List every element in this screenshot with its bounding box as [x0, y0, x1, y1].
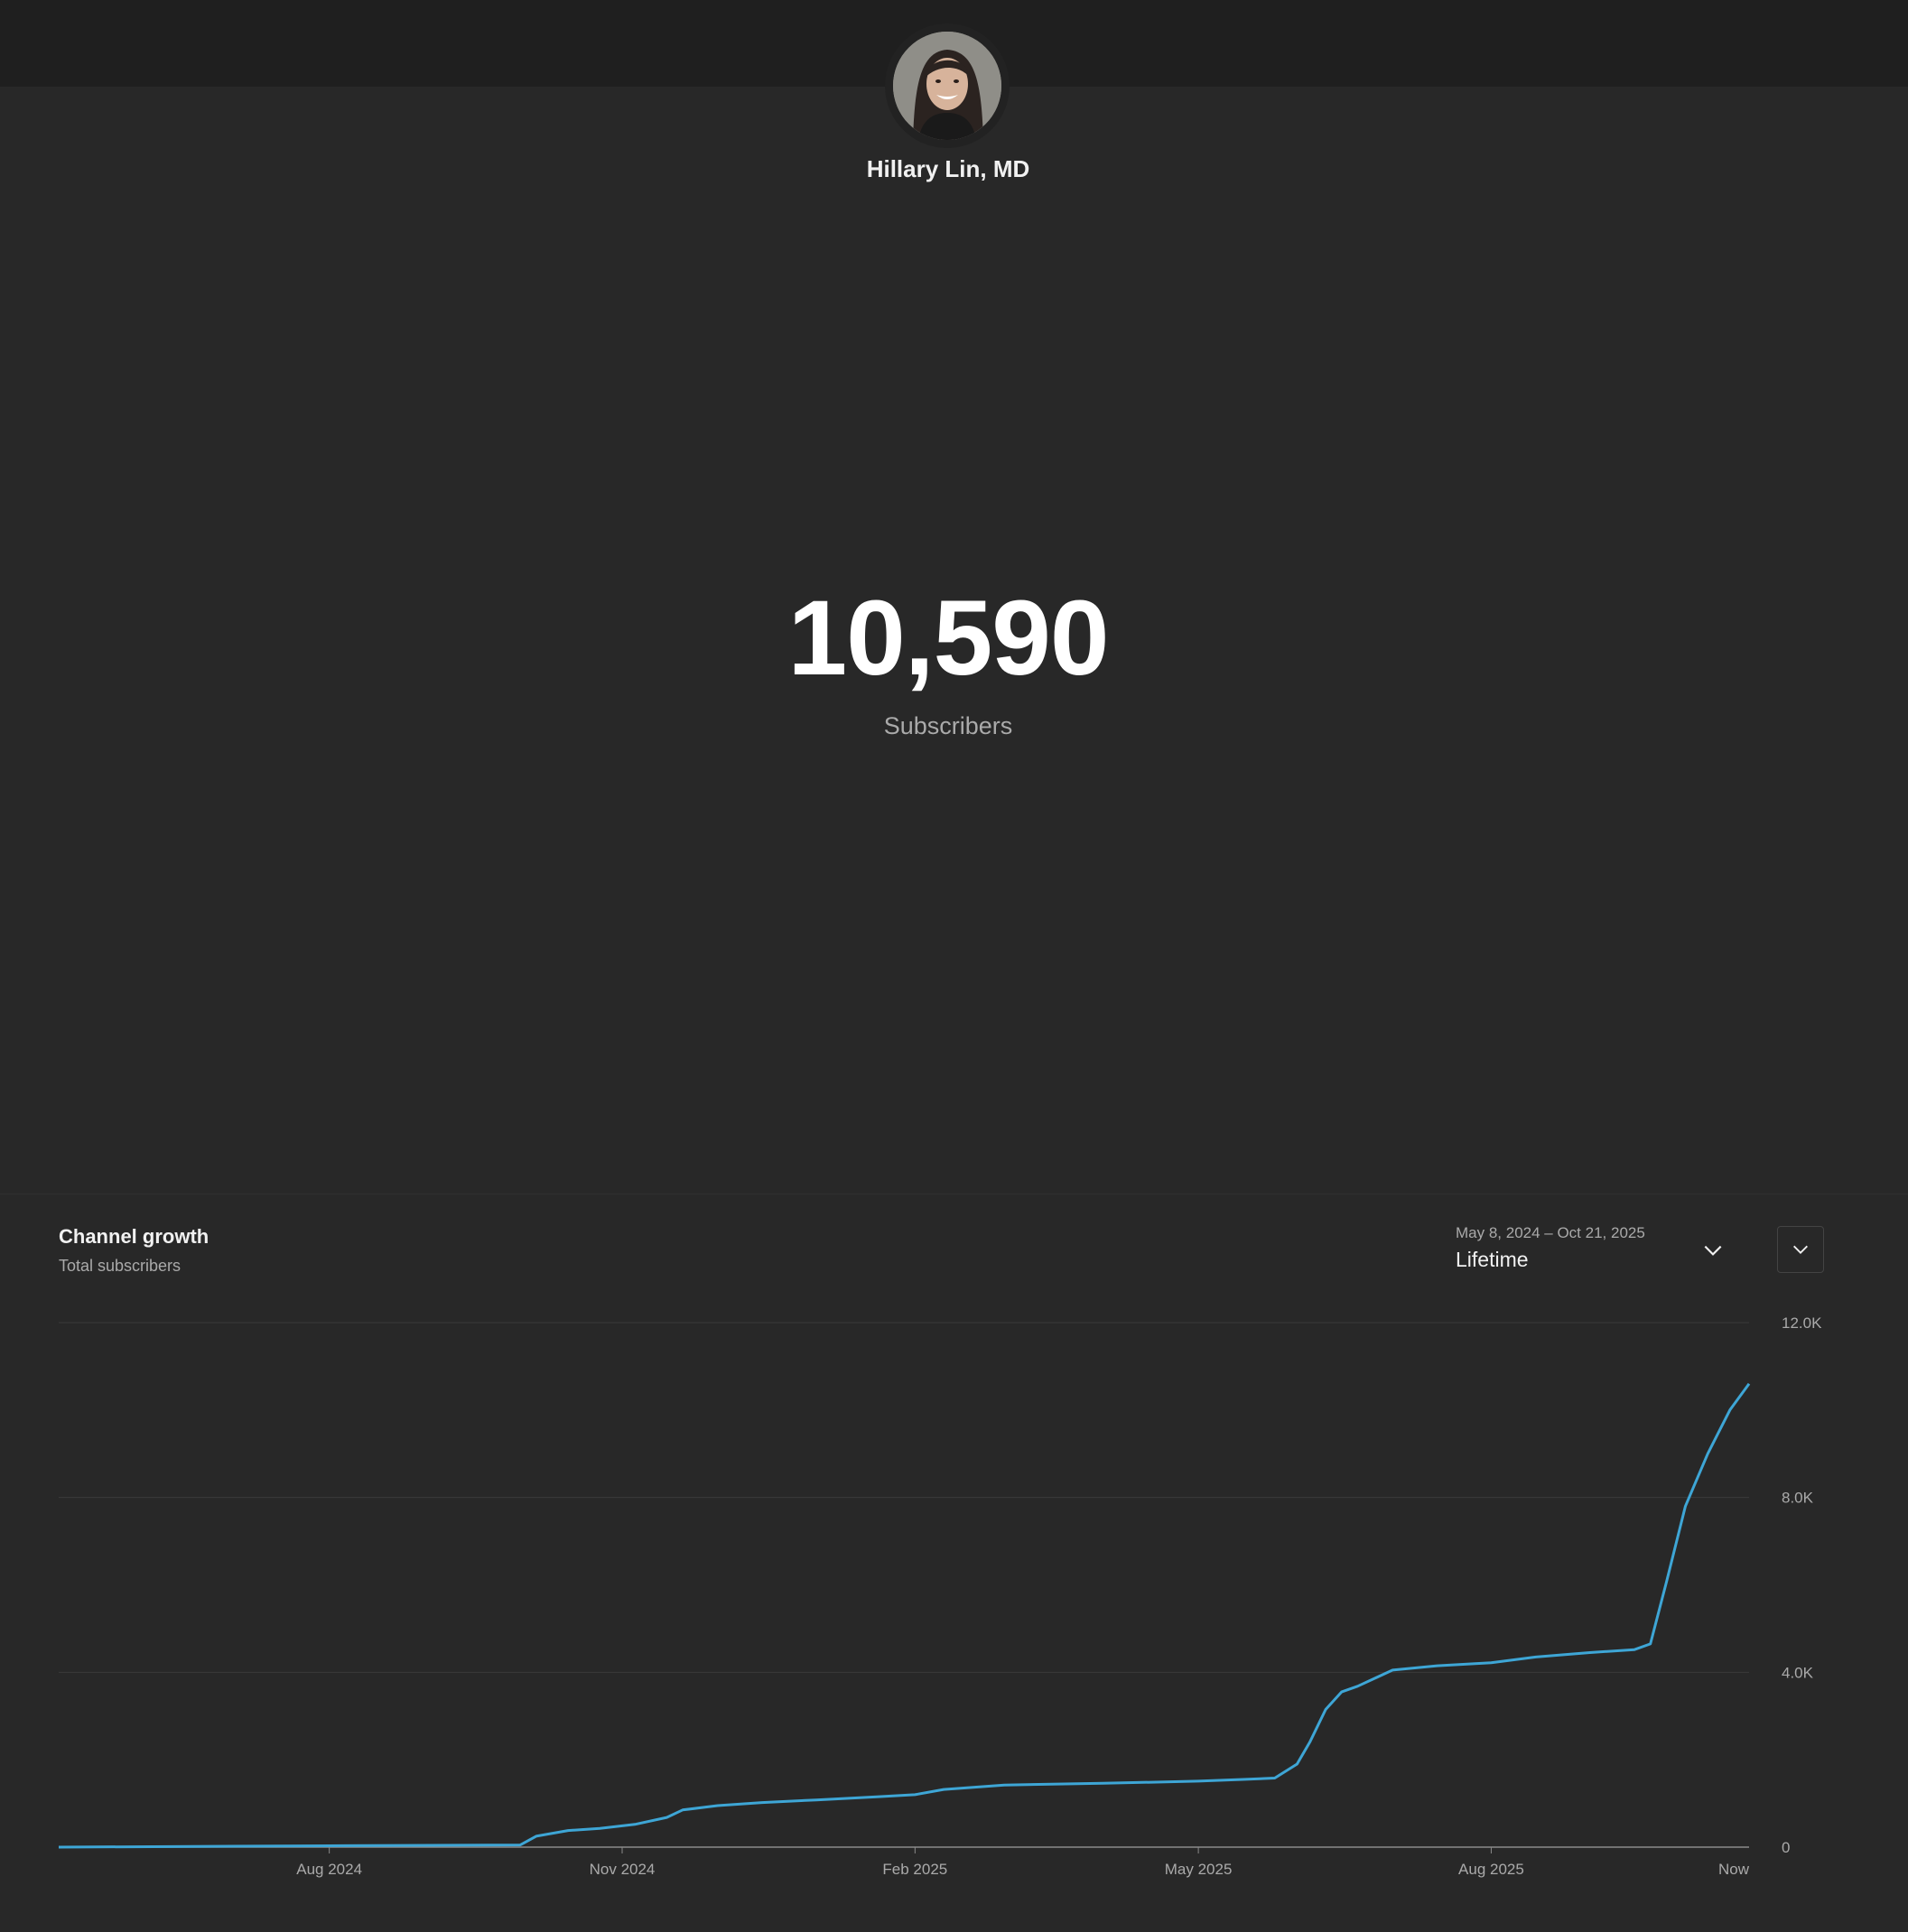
x-tick-label: May 2025: [1165, 1861, 1233, 1878]
channel-avatar[interactable]: [885, 23, 1010, 148]
chevron-down-icon: [1704, 1245, 1722, 1256]
x-tick-label: Now: [1718, 1861, 1750, 1878]
date-range-text: May 8, 2024 – Oct 21, 2025: [1456, 1224, 1645, 1241]
subscriber-count: 10,590: [787, 579, 1110, 698]
y-tick-label: 8.0K: [1782, 1490, 1814, 1507]
channel-growth-chart: 0 4.0K 8.0K 12.0K Aug 2024 Nov 2024 Feb 2025 Ma…: [58, 1314, 1822, 1878]
subscriber-label: Subscribers: [883, 712, 1013, 739]
y-tick-label: 0: [1782, 1839, 1790, 1856]
y-tick-label: 4.0K: [1782, 1664, 1814, 1681]
chart-title: Channel growth: [59, 1225, 209, 1248]
x-tick-label: Aug 2024: [296, 1861, 362, 1878]
x-tick-label: Feb 2025: [882, 1861, 947, 1878]
chevron-down-icon: [1793, 1245, 1808, 1254]
period-text: Lifetime: [1456, 1248, 1529, 1271]
y-tick-label: 12.0K: [1782, 1314, 1822, 1332]
x-tick-label: Nov 2024: [590, 1861, 656, 1878]
chart-subtitle: Total subscribers: [59, 1257, 181, 1275]
avatar-icon: [893, 32, 1001, 140]
x-tick-label: Aug 2025: [1458, 1861, 1524, 1878]
date-range-selector[interactable]: May 8, 2024 – Oct 21, 2025 Lifetime: [1456, 1221, 1736, 1280]
channel-name: Hillary Lin, MD: [866, 155, 1030, 182]
subscriber-growth-line: [58, 1382, 1751, 1849]
collapse-button[interactable]: [1777, 1226, 1824, 1273]
